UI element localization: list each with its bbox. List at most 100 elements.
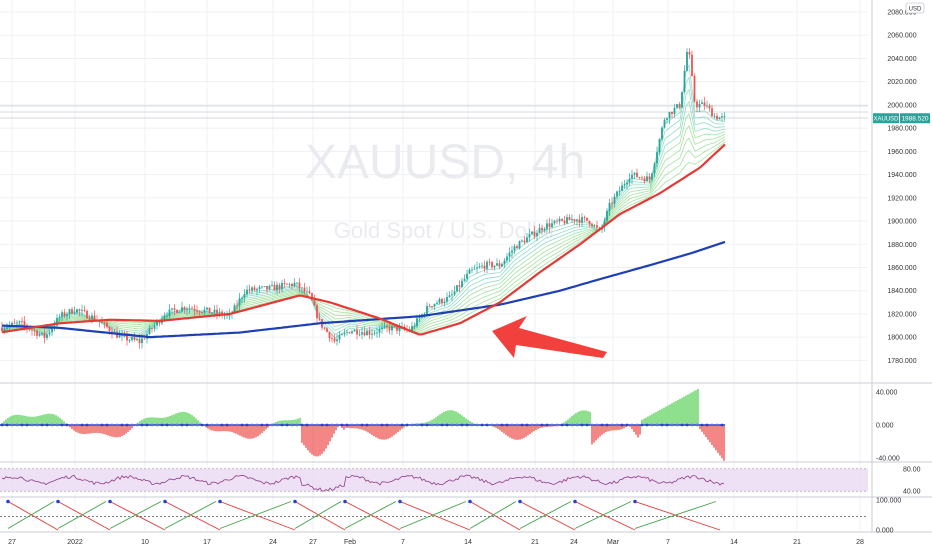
momentum-dot — [21, 424, 24, 427]
momentum-bar — [245, 425, 247, 438]
momentum-bar — [675, 401, 677, 425]
momentum-bar — [687, 394, 689, 425]
momentum-dot — [196, 424, 199, 427]
oscillator-dot — [633, 500, 637, 504]
momentum-bar — [327, 425, 329, 445]
momentum-dot — [206, 424, 209, 427]
momentum-bar — [683, 397, 685, 425]
momentum-bar — [325, 425, 327, 449]
momentum-dot — [621, 424, 624, 427]
momentum-dot — [281, 424, 284, 427]
momentum-dot — [511, 424, 514, 427]
momentum-bar — [41, 415, 43, 425]
oscillator-dot — [6, 500, 10, 504]
momentum-bar — [513, 425, 515, 439]
oscillator-dot — [398, 500, 402, 504]
momentum-bar — [689, 393, 691, 425]
momentum-dot — [341, 424, 344, 427]
momentum-bar — [115, 425, 117, 437]
momentum-bar — [55, 415, 57, 425]
momentum-bar — [599, 425, 601, 436]
momentum-dot — [651, 424, 654, 427]
time-tick-label: 27 — [309, 539, 317, 546]
momentum-dot — [626, 424, 629, 427]
price-tick-label: 1980.000 — [887, 126, 916, 133]
momentum-bar — [323, 425, 325, 452]
momentum-dot — [691, 424, 694, 427]
momentum-bar — [503, 425, 505, 433]
momentum-bar — [601, 425, 603, 435]
oscillator-dot — [343, 500, 347, 504]
momentum-bar — [523, 425, 525, 438]
price-tick-label: 1860.000 — [887, 265, 916, 272]
momentum-dot — [591, 424, 594, 427]
time-tick-label: 21 — [793, 539, 801, 546]
momentum-bar — [445, 411, 447, 425]
watermark-symbol: XAUUSD, 4h — [305, 136, 585, 189]
momentum-bar — [251, 425, 253, 439]
momentum-bar — [149, 417, 151, 425]
time-tick-label: 24 — [269, 539, 277, 546]
candle — [456, 285, 458, 292]
momentum-bar — [679, 399, 681, 425]
momentum-dot — [381, 424, 384, 427]
momentum-dot — [356, 424, 359, 427]
momentum-bar — [507, 425, 509, 436]
momentum-bar — [633, 425, 635, 432]
momentum-dot — [501, 424, 504, 427]
momentum-dot — [186, 424, 189, 427]
momentum-dot — [96, 424, 99, 427]
momentum-dot — [346, 424, 349, 427]
momentum-bar — [253, 425, 255, 438]
momentum-bar — [187, 413, 189, 425]
momentum-bar — [609, 425, 611, 431]
momentum-bar — [637, 425, 639, 437]
momentum-bar — [309, 425, 311, 453]
momentum-bar — [585, 411, 587, 425]
momentum-bar — [29, 417, 31, 425]
momentum-bar — [237, 425, 239, 435]
momentum-bar — [219, 425, 221, 431]
momentum-dot — [141, 424, 144, 427]
price-tick-label: 2060.000 — [887, 33, 916, 40]
momentum-bar — [373, 425, 375, 436]
momentum-dot — [476, 424, 479, 427]
momentum-dot — [661, 424, 664, 427]
momentum-dot — [26, 424, 29, 427]
momentum-bar — [183, 412, 185, 425]
momentum-bar — [123, 425, 125, 435]
momentum-bar — [79, 425, 81, 433]
momentum-bar — [461, 415, 463, 425]
oscillator-dot — [573, 500, 577, 504]
momentum-bar — [185, 412, 187, 425]
momentum-dot — [366, 424, 369, 427]
momentum-dot — [431, 424, 434, 427]
momentum-dot — [221, 424, 224, 427]
momentum-bar — [229, 425, 231, 432]
momentum-bar — [83, 425, 85, 434]
momentum-bar — [649, 415, 651, 425]
momentum-bar — [47, 414, 49, 425]
momentum-bar — [163, 418, 165, 425]
momentum-bar — [259, 425, 261, 435]
momentum-bar — [241, 425, 243, 437]
momentum-bar — [17, 415, 19, 425]
momentum-bar — [21, 415, 23, 425]
momentum-bar — [93, 425, 95, 433]
momentum-bar — [651, 414, 653, 425]
momentum-bar — [389, 425, 391, 438]
momentum-dot — [91, 424, 94, 427]
momentum-bar — [693, 391, 695, 425]
momentum-bar — [301, 425, 303, 443]
momentum-dot — [76, 424, 79, 427]
momentum-dot — [656, 424, 659, 427]
momentum-bar — [579, 411, 581, 425]
momentum-dot — [561, 424, 564, 427]
momentum-dot — [306, 424, 309, 427]
momentum-dot — [56, 424, 59, 427]
momentum-bar — [53, 414, 55, 425]
momentum-bar — [105, 425, 107, 435]
momentum-bar — [169, 416, 171, 425]
